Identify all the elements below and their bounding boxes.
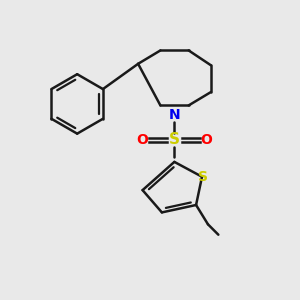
- Text: S: S: [198, 170, 208, 184]
- Text: O: O: [136, 133, 148, 147]
- Text: S: S: [169, 132, 180, 147]
- Text: N: N: [169, 108, 180, 122]
- Text: O: O: [200, 133, 212, 147]
